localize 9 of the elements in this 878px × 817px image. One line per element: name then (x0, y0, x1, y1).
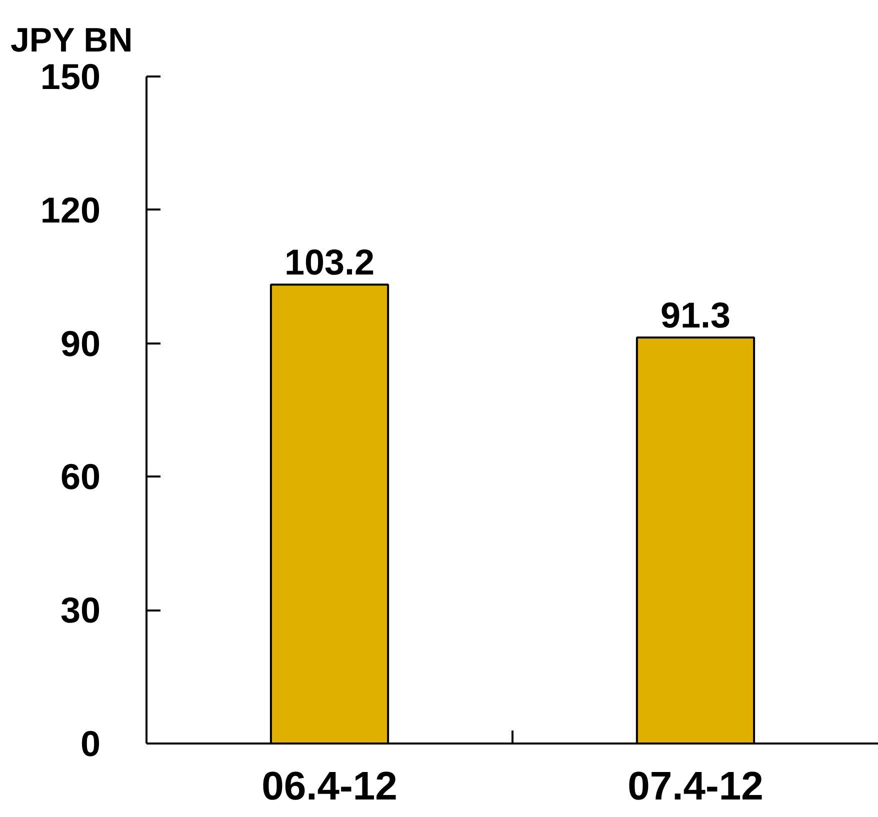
data-label: 91.3 (660, 294, 731, 336)
y-tick-label: 60 (60, 456, 101, 498)
y-tick-label: 90 (60, 322, 101, 364)
y-tick-label: 0 (80, 723, 101, 764)
x-tick-label: 07.4-12 (628, 764, 764, 808)
y-tick-label: 30 (60, 590, 101, 631)
data-label: 103.2 (284, 242, 375, 283)
y-tick-label: 120 (40, 189, 101, 230)
x-tick-label: 06.4-12 (262, 764, 398, 808)
